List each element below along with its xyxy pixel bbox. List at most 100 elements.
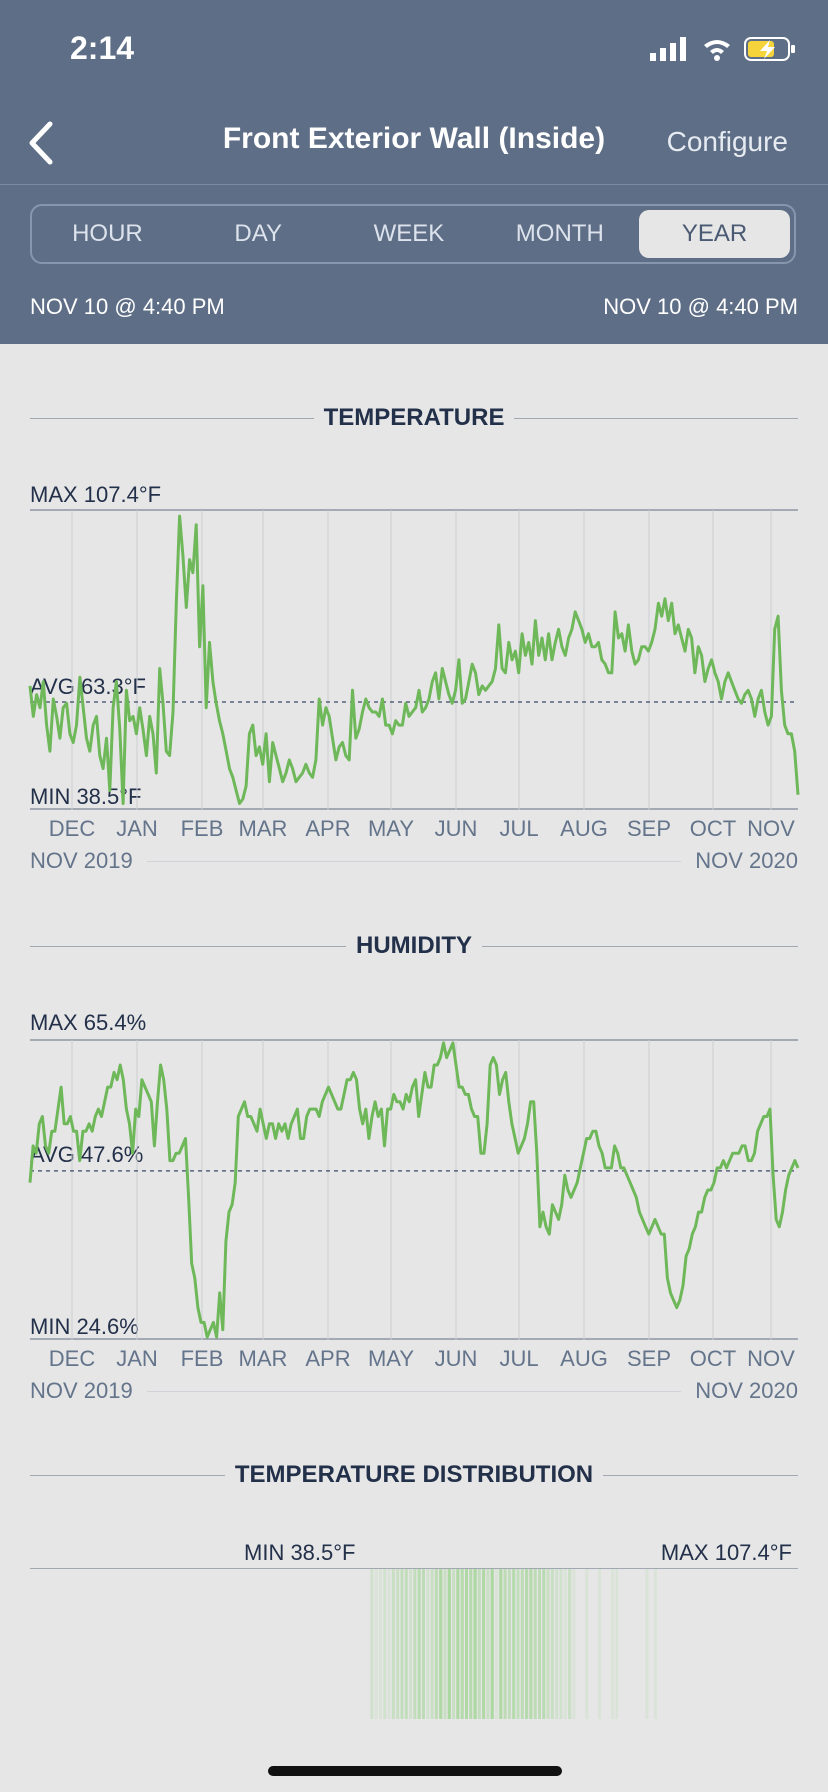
distribution-bar	[512, 1569, 516, 1719]
distribution-bar	[529, 1569, 533, 1719]
distribution-bar	[654, 1569, 657, 1719]
distribution-bar	[422, 1569, 425, 1719]
header-divider	[0, 184, 828, 185]
tab-year[interactable]: YEAR	[639, 210, 790, 258]
distribution-bar	[417, 1569, 421, 1719]
distribution-bar	[507, 1569, 511, 1719]
distribution-bar	[434, 1569, 438, 1719]
distribution-bar	[516, 1569, 520, 1719]
configure-button[interactable]: Configure	[666, 126, 788, 157]
distribution-bar	[490, 1569, 494, 1719]
distribution-bar	[499, 1569, 503, 1719]
distribution-bar	[529, 1569, 533, 1719]
tab-month[interactable]: MONTH	[515, 220, 604, 247]
distribution-bar	[469, 1569, 473, 1719]
distribution-bar	[529, 1569, 533, 1719]
distribution-bar	[396, 1569, 400, 1719]
distribution-bar	[456, 1569, 460, 1719]
distribution-bar	[422, 1569, 425, 1719]
temp-month-jul: JUL	[499, 816, 539, 841]
distribution-bar	[469, 1569, 473, 1719]
distribution-bar	[469, 1569, 473, 1719]
distribution-bar	[525, 1569, 529, 1719]
distribution-bar	[456, 1569, 460, 1719]
distribution-bar	[460, 1569, 464, 1719]
distribution-bar	[374, 1569, 378, 1719]
distribution-bar	[400, 1569, 404, 1719]
distribution-bar	[611, 1569, 614, 1719]
temperature-section-title: TEMPERATURE	[30, 403, 799, 433]
distribution-bar	[529, 1569, 533, 1719]
distribution-bar	[465, 1569, 468, 1719]
humidity-month-aug: AUG	[560, 1346, 608, 1371]
distribution-bar	[533, 1569, 537, 1719]
distribution-bar	[456, 1569, 460, 1719]
distribution-bar	[568, 1569, 572, 1719]
distribution-bar	[516, 1569, 520, 1719]
tab-day[interactable]: DAY	[234, 220, 282, 247]
distribution-bar	[525, 1569, 529, 1719]
distribution-bar	[482, 1569, 486, 1719]
distribution-bar	[512, 1569, 516, 1719]
distribution-bar	[529, 1569, 533, 1719]
distribution-bar	[447, 1569, 451, 1719]
distribution-bar	[439, 1569, 443, 1719]
distribution-bar	[417, 1569, 421, 1719]
tab-hour[interactable]: HOUR	[72, 220, 143, 247]
distribution-bar	[486, 1569, 490, 1719]
distribution-bar	[396, 1569, 400, 1719]
signal-icon	[650, 37, 686, 61]
distribution-bar	[477, 1569, 481, 1719]
distribution-max-label: MAX 107.4°F	[660, 1540, 792, 1565]
distribution-bar	[439, 1569, 443, 1719]
distribution-bar	[490, 1569, 494, 1719]
distribution-bar	[413, 1569, 417, 1719]
distribution-bar	[396, 1569, 400, 1719]
distribution-bar	[520, 1569, 524, 1719]
temp-year-start: NOV 2019	[30, 848, 133, 873]
distribution-min-label: MIN 38.5°F	[244, 1540, 356, 1565]
distribution-bar	[533, 1569, 537, 1719]
distribution-bar	[563, 1569, 567, 1719]
distribution-bar	[490, 1569, 494, 1719]
distribution-bar	[391, 1569, 395, 1719]
distribution-bar	[430, 1569, 434, 1719]
tab-week[interactable]: WEEK	[373, 220, 445, 247]
distribution-bar	[533, 1569, 537, 1719]
distribution-bar	[473, 1569, 477, 1719]
distribution-bar	[490, 1569, 494, 1719]
distribution-bar	[400, 1569, 404, 1719]
temp-year-axis: NOV 2019 NOV 2020	[30, 848, 798, 874]
distribution-bar	[465, 1569, 468, 1719]
distribution-bar	[507, 1569, 511, 1719]
humidity-month-nov: NOV	[747, 1346, 795, 1371]
home-indicator[interactable]	[268, 1766, 562, 1776]
distribution-bar	[516, 1569, 520, 1719]
distribution-bar	[456, 1569, 460, 1719]
distribution-bar	[404, 1569, 408, 1719]
range-start: NOV 10 @ 4:40 PM	[30, 294, 225, 319]
distribution-bar	[499, 1569, 503, 1719]
distribution-bar	[482, 1569, 486, 1719]
distribution-bar	[499, 1569, 503, 1719]
distribution-bar	[430, 1569, 434, 1719]
humidity-chart	[28, 1039, 800, 1340]
distribution-bar	[546, 1569, 550, 1719]
distribution-bar	[559, 1569, 563, 1719]
distribution-bar	[456, 1569, 460, 1719]
distribution-bar	[391, 1569, 395, 1719]
humidity-series-line	[28, 1041, 800, 1339]
distribution-bar	[559, 1569, 563, 1719]
distribution-bar	[482, 1569, 486, 1719]
distribution-bar	[486, 1569, 490, 1719]
distribution-bar	[417, 1569, 421, 1719]
distribution-bar	[400, 1569, 404, 1719]
temp-month-aug: AUG	[560, 816, 608, 841]
distribution-bar	[447, 1569, 451, 1719]
humidity-month-dec: DEC	[48, 1346, 96, 1371]
distribution-bar	[499, 1569, 503, 1719]
back-chevron-icon[interactable]	[22, 118, 62, 168]
distribution-bar	[538, 1569, 541, 1719]
distribution-bar	[465, 1569, 468, 1719]
distribution-bar	[490, 1569, 494, 1719]
